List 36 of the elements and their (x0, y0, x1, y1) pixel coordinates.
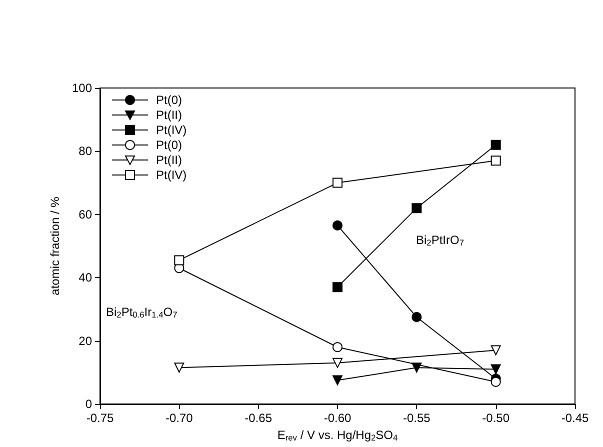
y-tick-label: 60 (78, 207, 92, 222)
point (412, 312, 422, 322)
y-axis-title: atomic fraction / % (48, 196, 62, 296)
x-tick-label: -0.65 (244, 411, 272, 425)
y-tick-label: 80 (78, 144, 92, 158)
point (174, 255, 184, 266)
legend-label: Pt(IV) (156, 168, 187, 182)
point (490, 140, 501, 150)
x-tick-label: -0.75 (86, 411, 114, 425)
x-tick-label: -0.50 (482, 411, 510, 425)
point (490, 376, 501, 387)
x-tick-label: -0.70 (165, 411, 194, 425)
legend-label: Pt(IV) (156, 123, 187, 137)
point (332, 178, 342, 188)
y-tick-label: 20 (78, 334, 92, 348)
legend-label: Pt(0) (156, 138, 182, 152)
x-tick-label: -0.55 (402, 411, 431, 425)
point (490, 364, 501, 374)
point (332, 342, 342, 352)
y-tick-label: 40 (78, 270, 92, 285)
legend-label: Pt(II) (156, 108, 182, 122)
point (332, 358, 342, 368)
point (174, 362, 184, 373)
point (412, 362, 422, 373)
point (412, 203, 422, 214)
point (332, 375, 342, 386)
point (490, 345, 501, 356)
x-tick-label: -0.45 (561, 411, 589, 425)
point (332, 220, 342, 230)
y-tick-label: 100 (72, 81, 92, 95)
point (490, 156, 501, 166)
x-tick-label: -0.60 (324, 411, 352, 425)
legend-label: Pt(0) (156, 93, 182, 107)
legend-label: Pt(II) (156, 153, 182, 167)
y-tick-label: 0 (85, 397, 92, 411)
point (332, 282, 342, 292)
